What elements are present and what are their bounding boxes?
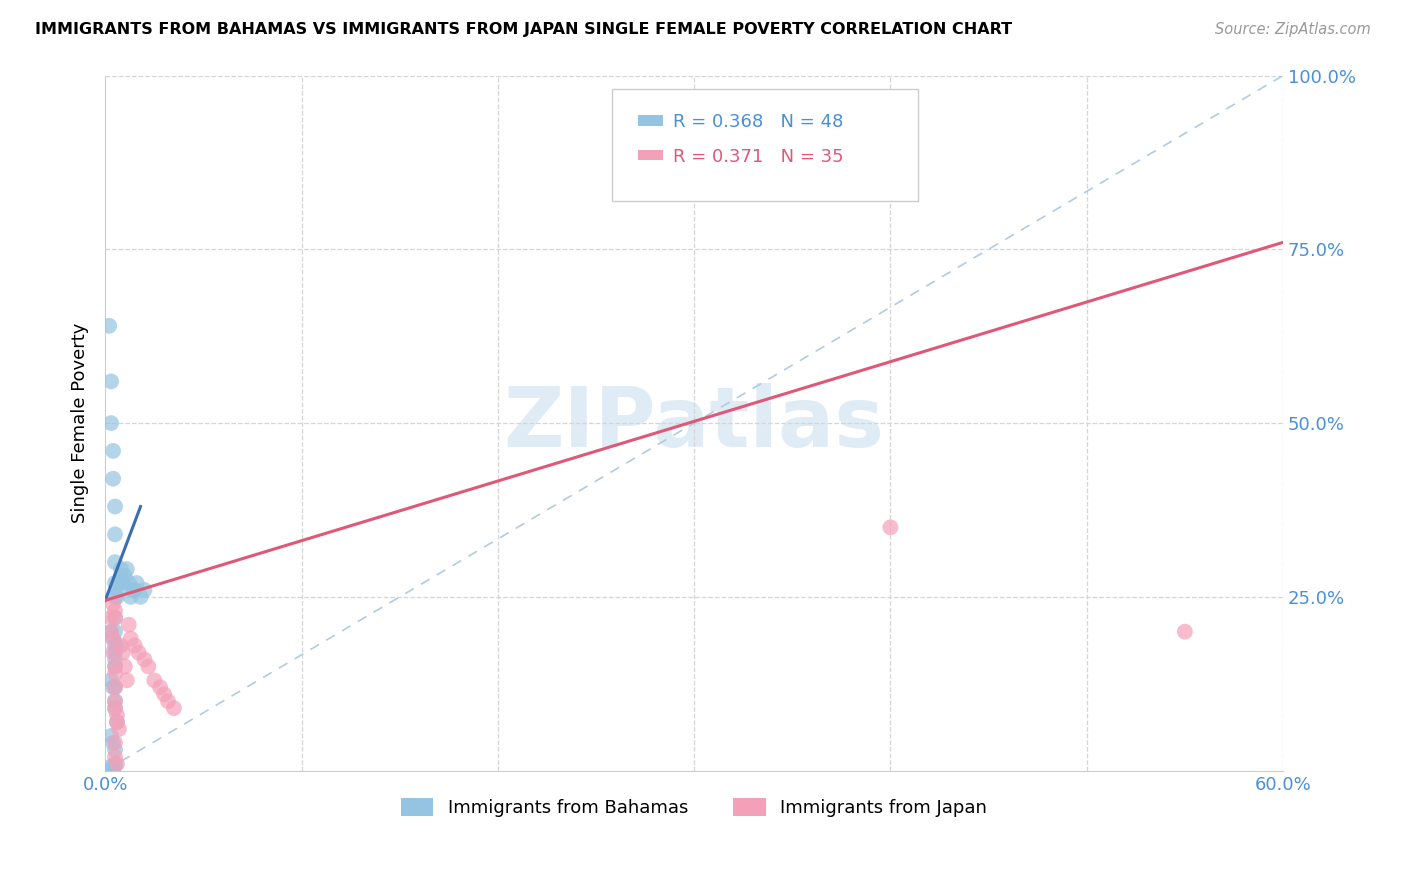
- Point: [101, 472, 124, 486]
- Point: [101, 632, 124, 646]
- Point: [104, 756, 127, 771]
- Point: [143, 673, 166, 688]
- Point: [104, 701, 127, 715]
- Point: [879, 520, 901, 534]
- Point: [110, 562, 132, 576]
- Point: [129, 590, 152, 604]
- Point: [120, 632, 142, 646]
- Point: [134, 652, 156, 666]
- Point: [108, 576, 131, 591]
- Point: [104, 680, 127, 694]
- Point: [101, 763, 124, 777]
- Point: [124, 639, 146, 653]
- Point: [111, 576, 134, 591]
- Point: [100, 673, 122, 688]
- Legend: Immigrants from Bahamas, Immigrants from Japan: Immigrants from Bahamas, Immigrants from…: [394, 790, 994, 824]
- Point: [1174, 624, 1197, 639]
- Point: [101, 632, 124, 646]
- Point: [128, 646, 150, 660]
- Point: [104, 701, 127, 715]
- Text: IMMIGRANTS FROM BAHAMAS VS IMMIGRANTS FROM JAPAN SINGLE FEMALE POVERTY CORRELATI: IMMIGRANTS FROM BAHAMAS VS IMMIGRANTS FR…: [35, 22, 1012, 37]
- Point: [149, 680, 172, 694]
- Point: [114, 659, 136, 673]
- Point: [104, 624, 127, 639]
- Point: [104, 611, 127, 625]
- Point: [110, 569, 132, 583]
- Point: [115, 562, 138, 576]
- Point: [157, 694, 180, 708]
- Point: [101, 444, 124, 458]
- Point: [100, 762, 122, 776]
- Point: [104, 555, 127, 569]
- Point: [105, 708, 128, 723]
- Point: [100, 416, 122, 430]
- Point: [104, 604, 127, 618]
- Text: ZIPatlas: ZIPatlas: [503, 383, 884, 464]
- Point: [118, 576, 141, 591]
- Point: [105, 714, 128, 729]
- Point: [153, 687, 176, 701]
- Point: [121, 582, 143, 597]
- Point: [104, 743, 127, 757]
- Point: [104, 652, 127, 666]
- Point: [98, 318, 121, 333]
- Point: [101, 736, 124, 750]
- Point: [138, 659, 160, 673]
- Point: [98, 760, 121, 774]
- Point: [104, 736, 127, 750]
- Text: Source: ZipAtlas.com: Source: ZipAtlas.com: [1215, 22, 1371, 37]
- Point: [104, 639, 127, 653]
- Point: [118, 617, 141, 632]
- Point: [104, 659, 127, 673]
- Bar: [637, 150, 664, 161]
- Point: [105, 582, 128, 597]
- Point: [111, 646, 134, 660]
- Point: [100, 611, 122, 625]
- Point: [115, 673, 138, 688]
- Point: [104, 590, 127, 604]
- Point: [104, 659, 127, 673]
- Y-axis label: Single Female Poverty: Single Female Poverty: [72, 323, 89, 524]
- FancyBboxPatch shape: [612, 89, 918, 201]
- Point: [104, 694, 127, 708]
- Point: [105, 639, 128, 653]
- Point: [100, 624, 122, 639]
- Point: [104, 527, 127, 541]
- Point: [134, 582, 156, 597]
- Point: [108, 722, 131, 736]
- Point: [104, 576, 127, 591]
- Point: [104, 694, 127, 708]
- Bar: [637, 115, 664, 126]
- Point: [104, 758, 127, 772]
- Point: [100, 624, 122, 639]
- Point: [104, 749, 127, 764]
- Text: R = 0.368   N = 48: R = 0.368 N = 48: [673, 113, 844, 131]
- Point: [104, 680, 127, 694]
- Point: [110, 639, 132, 653]
- Point: [124, 582, 146, 597]
- Point: [100, 375, 122, 389]
- Point: [114, 569, 136, 583]
- Point: [104, 646, 127, 660]
- Point: [101, 680, 124, 694]
- Point: [120, 590, 142, 604]
- Point: [105, 590, 128, 604]
- Point: [104, 666, 127, 681]
- Point: [104, 611, 127, 625]
- Point: [101, 597, 124, 611]
- Point: [104, 500, 127, 514]
- Text: R = 0.371   N = 35: R = 0.371 N = 35: [673, 148, 844, 166]
- Point: [105, 714, 128, 729]
- Point: [163, 701, 186, 715]
- Point: [101, 646, 124, 660]
- Point: [100, 729, 122, 743]
- Point: [105, 756, 128, 771]
- Point: [125, 576, 148, 591]
